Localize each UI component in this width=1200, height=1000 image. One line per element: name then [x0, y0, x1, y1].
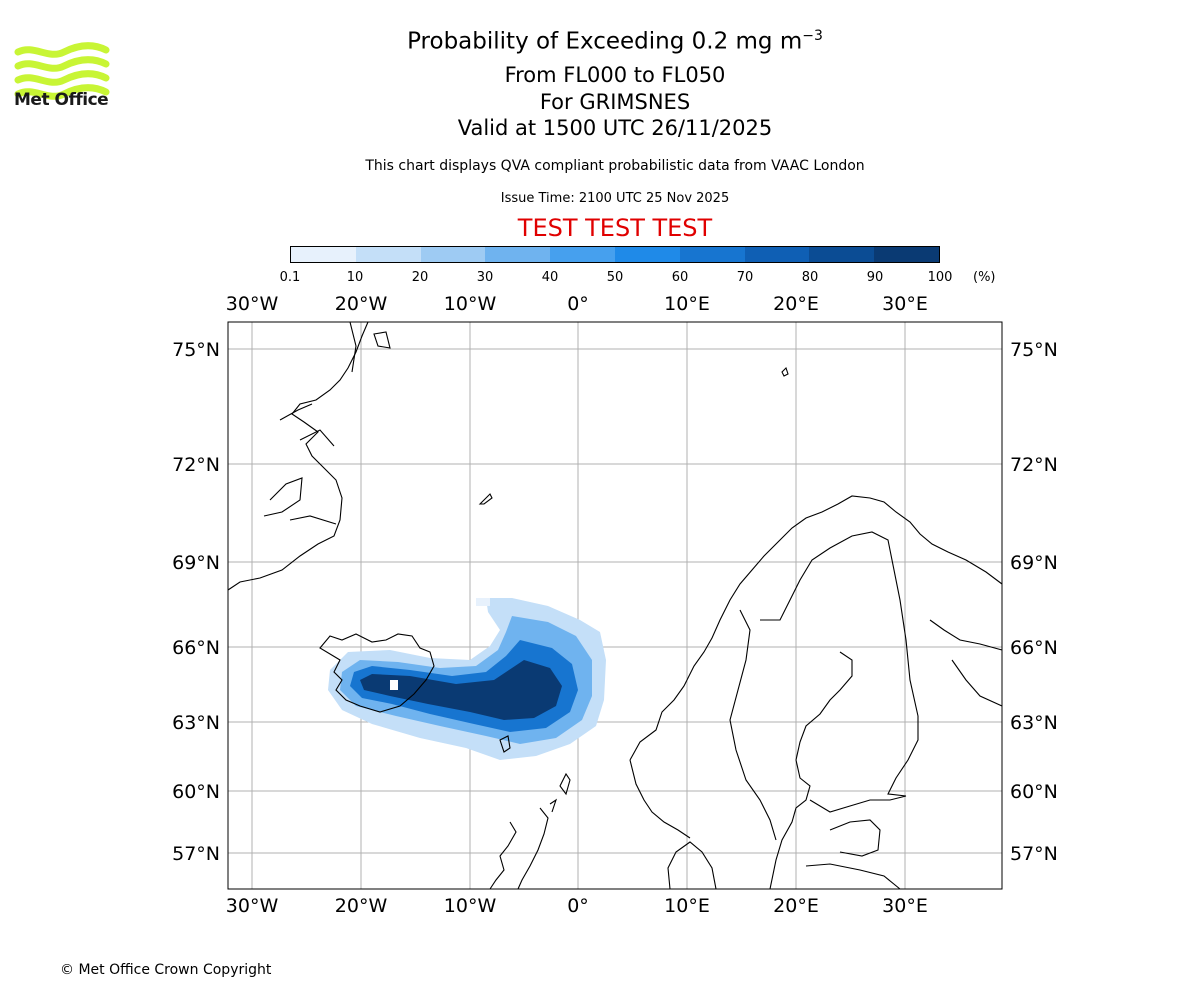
longitude-label: 10°E	[664, 895, 710, 917]
colorbar-segment	[809, 247, 875, 262]
colorbar-tick: 30	[476, 270, 494, 285]
coast-kola	[929, 619, 1003, 707]
plume-fringe-north	[476, 598, 490, 606]
colorbar-segment	[420, 247, 486, 262]
colorbar-tick: 10	[346, 270, 364, 285]
colorbar-segment	[355, 247, 421, 262]
latitude-label: 75°N	[1010, 339, 1058, 361]
copyright: © Met Office Crown Copyright	[60, 962, 272, 978]
colorbar-unit: (%)	[973, 270, 996, 285]
colorbar-tick: 70	[736, 270, 754, 285]
colorbar-tick: 60	[671, 270, 689, 285]
latitude-label: 75°N	[172, 339, 220, 361]
colorbar-tick: 80	[801, 270, 819, 285]
coast-bothnia	[769, 651, 853, 890]
latitude-label: 72°N	[172, 454, 220, 476]
coast-greenland-island	[373, 331, 391, 349]
test-banner: TEST TEST TEST	[517, 214, 713, 242]
colorbar-tick: 100	[927, 270, 953, 285]
colorbar-segment	[744, 247, 810, 262]
colorbar-tick: 50	[606, 270, 624, 285]
colorbar-segment	[291, 247, 356, 262]
longitude-label: 0°	[567, 293, 589, 315]
longitude-label: 0°	[567, 895, 589, 917]
longitude-label: 10°W	[444, 895, 497, 917]
graticule	[228, 322, 1002, 889]
coast-shetland	[559, 772, 571, 796]
coast-finland-gulf	[805, 795, 907, 890]
ash-plume	[328, 598, 606, 760]
coast-greenland-fjords	[263, 321, 357, 525]
coast-greenland	[227, 321, 369, 591]
probability-colorbar	[290, 246, 940, 263]
plume-band-core	[360, 660, 562, 720]
volcano-location: For GRIMSNES	[539, 90, 691, 114]
map-frame	[227, 321, 1003, 890]
chart-title-text: Probability of Exceeding 0.2 mg m	[407, 28, 803, 55]
colorbar-tick: 0.1	[279, 270, 301, 285]
coast-sweden-inner	[729, 609, 777, 841]
longitude-label: 10°W	[444, 293, 497, 315]
longitude-label: 20°W	[335, 293, 388, 315]
colorbar-segment	[679, 247, 745, 262]
qva-note: This chart displays QVA compliant probab…	[365, 158, 865, 174]
colorbar-tick: 20	[411, 270, 429, 285]
latitude-label: 63°N	[172, 712, 220, 734]
met-office-logo-icon	[14, 42, 110, 100]
latitude-label: 66°N	[1010, 637, 1058, 659]
latitude-labels-right: 75°N 72°N 69°N 66°N 63°N 60°N 57°N	[1010, 339, 1058, 865]
coast-jan-mayen	[478, 493, 493, 505]
latitude-label: 60°N	[172, 781, 220, 803]
longitude-label: 20°E	[773, 293, 819, 315]
coast-norway	[629, 495, 1003, 890]
longitude-label: 30°E	[882, 895, 928, 917]
border-scandinavia	[760, 531, 919, 797]
coast-iceland	[319, 633, 435, 713]
chart-title: Probability of Exceeding 0.2 mg m−3	[15, 28, 1200, 55]
latitude-label: 63°N	[1010, 712, 1058, 734]
coast-norway-south	[629, 759, 691, 839]
plume-gap	[390, 680, 398, 690]
latitude-label: 57°N	[172, 843, 220, 865]
valid-time: Valid at 1500 UTC 26/11/2025	[457, 116, 773, 140]
logo-text: Met Office	[14, 90, 109, 110]
coastlines	[227, 321, 1003, 890]
colorbar-segment	[614, 247, 680, 262]
chart-title-superscript: −3	[802, 28, 823, 44]
issue-time: Issue Time: 2100 UTC 25 Nov 2025	[500, 191, 730, 206]
coast-bear-island	[781, 366, 789, 377]
longitude-labels-top: 30°W 20°W 10°W 0° 10°E 20°E 30°E	[226, 293, 928, 315]
longitude-label: 30°W	[226, 293, 279, 315]
coast-scotland	[489, 798, 558, 890]
latitude-label: 66°N	[172, 637, 220, 659]
longitude-label: 20°W	[335, 895, 388, 917]
latitude-label: 72°N	[1010, 454, 1058, 476]
flight-level-range: From FL000 to FL050	[504, 63, 726, 87]
latitude-label: 69°N	[172, 552, 220, 574]
longitude-label: 30°E	[882, 293, 928, 315]
latitude-label: 69°N	[1010, 552, 1058, 574]
latitude-label: 60°N	[1010, 781, 1058, 803]
longitude-label: 20°E	[773, 895, 819, 917]
colorbar-segment	[550, 247, 615, 262]
longitude-labels-bottom: 30°W 20°W 10°W 0° 10°E 20°E 30°E	[226, 895, 928, 917]
colorbar-tick: 40	[541, 270, 559, 285]
colorbar-tick: 90	[866, 270, 884, 285]
longitude-label: 10°E	[664, 293, 710, 315]
colorbar-segment	[874, 247, 939, 262]
colorbar-segment	[485, 247, 551, 262]
latitude-label: 57°N	[1010, 843, 1058, 865]
longitude-label: 30°W	[226, 895, 279, 917]
coast-faroe	[499, 735, 511, 753]
latitude-labels-left: 75°N 72°N 69°N 66°N 63°N 60°N 57°N	[172, 339, 220, 865]
